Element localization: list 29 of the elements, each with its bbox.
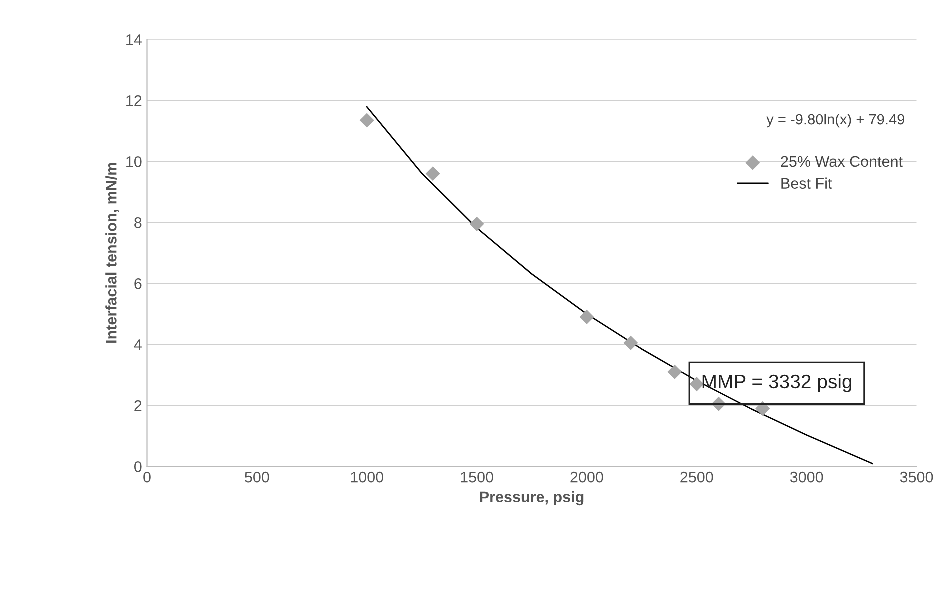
x-tick-label: 3500	[900, 472, 934, 483]
y-tick-label: 10	[126, 156, 142, 168]
annotation: y = -9.80ln(x) + 79.49	[766, 114, 905, 128]
x-tick-label: 2500	[680, 472, 714, 483]
legend-label: Best Fit	[782, 178, 832, 189]
point	[624, 336, 638, 350]
point	[470, 216, 484, 232]
legend-label: 25% Wax Content	[781, 156, 903, 168]
annotation: MMP = 3332 psig	[702, 374, 852, 392]
y-tick-label: 4	[134, 340, 142, 350]
y-tick-label: 8	[134, 218, 142, 228]
x-tick-label: 2000	[570, 472, 604, 483]
x-tick-label: 1000	[351, 472, 384, 483]
point	[668, 364, 682, 380]
point	[360, 113, 374, 128]
y-axis-title: Interfacial tension, mN/m	[106, 163, 120, 343]
x-axis-title: Pressure, psig	[480, 491, 584, 506]
y-tick-label: 0	[134, 462, 142, 472]
point	[426, 166, 440, 182]
y-tick-label: 2	[134, 400, 142, 412]
y-tick-label: 6	[134, 278, 142, 290]
y-tick-label: 12	[126, 96, 142, 106]
x-tick-label: 0	[144, 472, 151, 483]
x-tick-label: 1500	[461, 472, 494, 483]
point	[580, 310, 594, 324]
x-tick-label: 3000	[790, 472, 824, 483]
point	[756, 401, 770, 416]
x-tick-label: 500	[245, 472, 270, 483]
y-tick-label: 14	[126, 34, 142, 46]
